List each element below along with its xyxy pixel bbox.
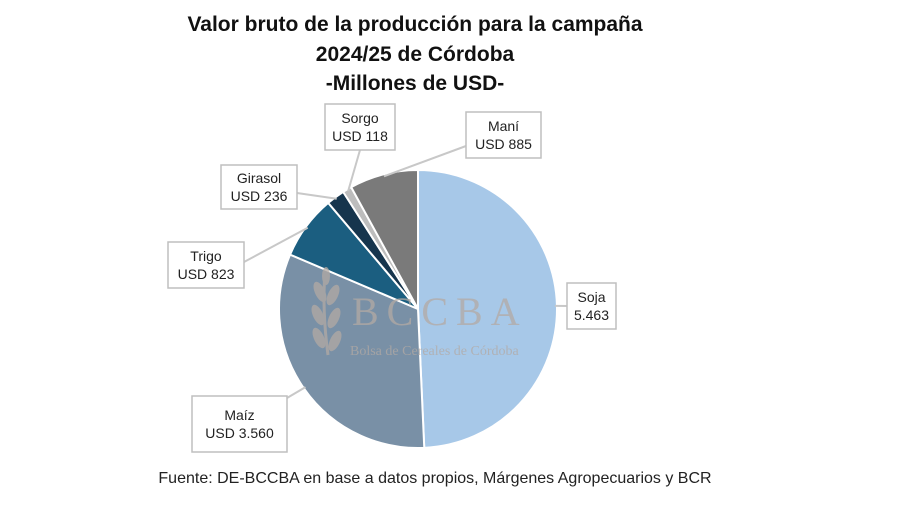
chart-title-line-3: -Millones de USD- xyxy=(325,72,505,95)
slice-label-value: USD 236 xyxy=(231,188,288,204)
label-box-girasol xyxy=(220,164,298,210)
slice-label-value: USD 885 xyxy=(475,136,532,152)
leader-line-girasol xyxy=(296,192,337,200)
label-box-soja xyxy=(566,282,617,330)
slice-label-value: 5.463 xyxy=(574,307,609,323)
watermark-logo-text: BCCBA xyxy=(352,289,528,334)
slice-label-name: Sorgo xyxy=(341,110,379,126)
watermark: BCCBA Bolsa de Cereales de Córdoba xyxy=(311,267,528,359)
leader-line-sorgo xyxy=(347,149,361,192)
slice-label-name: Maní xyxy=(488,118,519,134)
slice-label-value: USD 3.560 xyxy=(205,425,274,441)
label-box-trigo xyxy=(167,241,245,289)
label-box-maíz xyxy=(191,395,288,453)
pie-slice-maní xyxy=(349,168,419,310)
source-note: Fuente: DE-BCCBA en base a datos propios… xyxy=(158,470,712,487)
leader-line-maíz xyxy=(286,386,306,399)
slice-label-name: Girasol xyxy=(237,170,281,186)
slice-label-name: Soja xyxy=(577,289,605,305)
label-box-sorgo xyxy=(324,103,396,151)
leader-line-maní xyxy=(383,145,467,178)
chart-title-line-1: Valor bruto de la producción para la cam… xyxy=(187,13,643,36)
slice-label-value: USD 823 xyxy=(178,266,235,282)
watermark-subtitle: Bolsa de Cereales de Córdoba xyxy=(350,344,520,359)
slice-label-value: USD 118 xyxy=(332,128,388,144)
leader-line-trigo xyxy=(243,226,309,263)
slice-label-name: Maíz xyxy=(224,407,254,423)
pie-slices xyxy=(278,168,558,449)
label-box-maní xyxy=(465,111,542,159)
slice-labels: Soja 5.463 Maíz USD 3.560 Trigo USD 823 Giraso… xyxy=(167,103,617,453)
slice-label-name: Trigo xyxy=(190,248,222,264)
wheat-logo-icon xyxy=(311,267,342,356)
chart-title-line-2: 2024/25 de Córdoba xyxy=(315,43,515,66)
